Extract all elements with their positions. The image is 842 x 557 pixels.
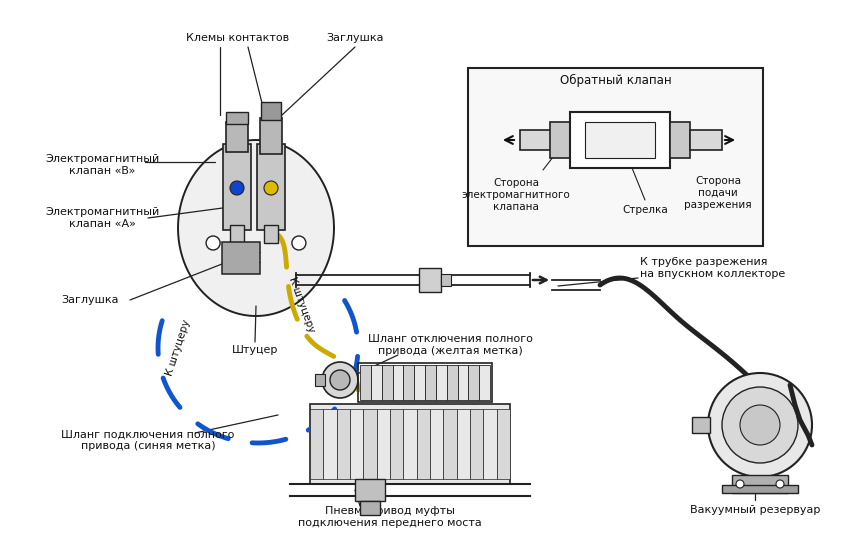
Bar	[358, 363, 492, 402]
Circle shape	[292, 236, 306, 250]
Bar	[479, 365, 490, 400]
Bar	[403, 409, 417, 479]
Circle shape	[736, 480, 744, 488]
Bar	[230, 225, 244, 243]
Bar	[457, 365, 468, 400]
Bar	[497, 409, 510, 479]
Circle shape	[722, 387, 798, 463]
Bar	[222, 242, 260, 274]
Circle shape	[230, 181, 244, 195]
Bar	[370, 365, 381, 400]
Text: Сторона
подачи
разрежения: Сторона подачи разрежения	[685, 177, 752, 209]
Bar	[355, 479, 385, 501]
Text: Шланг отключения полного
привода (желтая метка): Шланг отключения полного привода (желтая…	[368, 334, 532, 356]
Bar	[670, 122, 690, 158]
Text: Шланг подключения полного
привода (синяя метка): Шланг подключения полного привода (синяя…	[61, 429, 235, 451]
Bar	[226, 122, 248, 152]
Bar	[337, 409, 350, 479]
Bar	[403, 365, 414, 400]
Bar	[260, 118, 282, 154]
Text: Стрелка: Стрелка	[622, 205, 668, 215]
Bar	[483, 409, 497, 479]
Bar	[310, 409, 323, 479]
Bar	[722, 485, 798, 493]
Text: К трубке разрежения
на впускном коллекторе: К трубке разрежения на впускном коллекто…	[640, 257, 786, 279]
Bar	[468, 365, 479, 400]
Bar	[376, 409, 390, 479]
Bar	[264, 225, 278, 243]
Text: Заглушка: Заглушка	[61, 295, 119, 305]
Bar	[315, 374, 325, 386]
Polygon shape	[178, 140, 334, 316]
Bar	[261, 102, 281, 120]
Circle shape	[740, 405, 780, 445]
Bar	[436, 365, 446, 400]
Text: Электромагнитный
клапан «A»: Электромагнитный клапан «A»	[45, 207, 159, 229]
Bar	[456, 409, 470, 479]
Bar	[323, 409, 337, 479]
Circle shape	[708, 373, 812, 477]
Bar	[441, 274, 451, 286]
Text: Пневмопривод муфты
подключения переднего моста: Пневмопривод муфты подключения переднего…	[298, 506, 482, 528]
Text: Клемы контактов: Клемы контактов	[186, 33, 290, 43]
Bar	[350, 409, 364, 479]
Bar	[425, 365, 436, 400]
Bar	[468, 68, 763, 246]
Circle shape	[776, 480, 784, 488]
Bar	[223, 144, 251, 230]
Bar	[430, 409, 444, 479]
Circle shape	[322, 362, 358, 398]
Bar	[444, 409, 456, 479]
Bar	[417, 409, 430, 479]
Text: Электромагнитный
клапан «B»: Электромагнитный клапан «B»	[45, 154, 159, 176]
Text: Вакуумный резервуар: Вакуумный резервуар	[690, 505, 820, 515]
Text: Штуцер: Штуцер	[232, 345, 278, 355]
Circle shape	[264, 181, 278, 195]
Bar	[360, 365, 370, 400]
Text: К штуцеру: К штуцеру	[287, 276, 317, 334]
Bar	[257, 144, 285, 230]
Bar	[690, 130, 722, 150]
Bar	[310, 404, 510, 484]
Bar	[360, 501, 380, 515]
Circle shape	[206, 236, 220, 250]
Bar	[392, 365, 403, 400]
Text: Заглушка: Заглушка	[326, 33, 384, 43]
Bar	[364, 409, 376, 479]
Bar	[470, 409, 483, 479]
Bar	[732, 475, 788, 493]
Bar	[226, 112, 248, 124]
Bar	[414, 365, 425, 400]
Bar	[550, 122, 570, 158]
Bar	[520, 130, 552, 150]
Bar	[692, 417, 710, 433]
Bar	[446, 365, 457, 400]
Bar	[419, 268, 441, 292]
Bar	[570, 112, 670, 168]
Text: К штуцеру: К штуцеру	[164, 319, 192, 377]
Bar	[381, 365, 392, 400]
Circle shape	[330, 370, 350, 390]
Text: Сторона
электромагнитного
клапана: Сторона электромагнитного клапана	[461, 178, 570, 212]
Text: Обратный клапан: Обратный клапан	[560, 74, 672, 86]
Bar	[390, 409, 403, 479]
Bar	[585, 122, 655, 158]
